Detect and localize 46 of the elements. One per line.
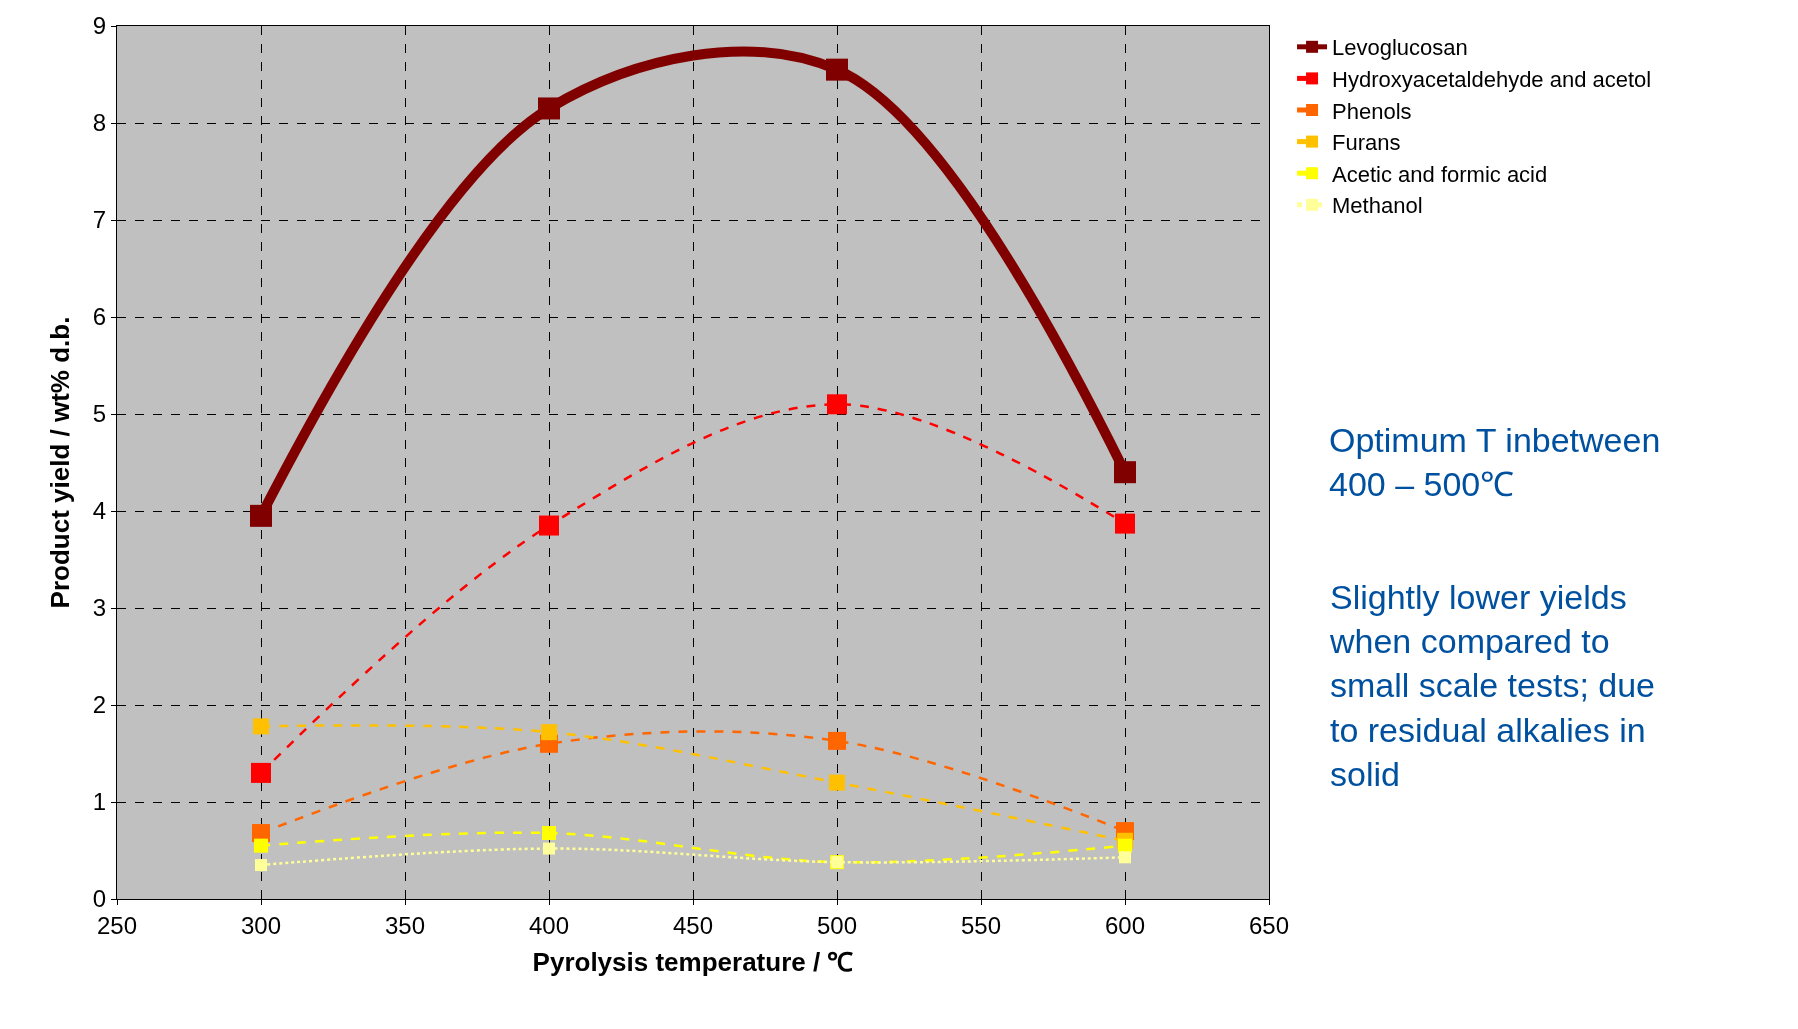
y-axis-title: Product yield / wt% d.b. (45, 316, 76, 609)
x-tick-label: 600 (1104, 911, 1146, 939)
y-tick-label: 2 (92, 691, 107, 719)
x-tick-label: 300 (240, 911, 282, 939)
point (829, 774, 845, 791)
y-tick-label: 4 (92, 497, 107, 525)
point (253, 718, 269, 735)
x-tick-label: 350 (384, 911, 426, 939)
point (543, 842, 555, 855)
point (828, 731, 846, 750)
x-tick-label: 400 (528, 911, 570, 939)
text: Optimum T inbetween 400 – 500℃ (1329, 421, 1661, 504)
text: Slightly lower yields when compared to small scale tests; due to residual alkalies in solid (1329, 578, 1656, 793)
x-tick-label: 650 (1248, 911, 1290, 939)
legend-label: Furans (1332, 130, 1401, 156)
x-tick-label: 250 (96, 911, 138, 939)
y-tick-label: 7 (92, 206, 107, 234)
y-tick-label: 9 (92, 12, 107, 40)
point (254, 838, 268, 853)
point (542, 826, 556, 841)
point (1115, 513, 1135, 534)
legend-label: Levoglucosan (1332, 35, 1468, 61)
y-tick-label: 1 (92, 788, 107, 816)
point (827, 394, 847, 415)
y-tick-label: 3 (92, 594, 107, 622)
x-tick-label: 550 (960, 911, 1002, 939)
point (538, 97, 560, 120)
x-tick-label: 450 (672, 911, 714, 939)
point (539, 515, 559, 536)
y-tick-label: 0 (92, 885, 107, 913)
point (541, 724, 557, 741)
point (250, 504, 272, 527)
legend-label: Acetic and formic acid (1332, 161, 1548, 187)
legend-label: Phenols (1332, 98, 1412, 124)
y-tick-label: 5 (92, 400, 107, 428)
x-axis-title: Pyrolysis temperature / ℃ (532, 947, 854, 978)
legend-label: Methanol (1332, 193, 1423, 219)
point (1114, 461, 1136, 484)
y-tick-label: 6 (92, 303, 107, 331)
legend-label: Hydroxyacetaldehyde and acetol (1332, 66, 1652, 92)
point (826, 58, 848, 81)
point (255, 859, 267, 872)
point (251, 762, 271, 783)
y-tick-label: 8 (92, 109, 107, 137)
point (1119, 851, 1131, 864)
x-tick-label: 500 (816, 911, 858, 939)
